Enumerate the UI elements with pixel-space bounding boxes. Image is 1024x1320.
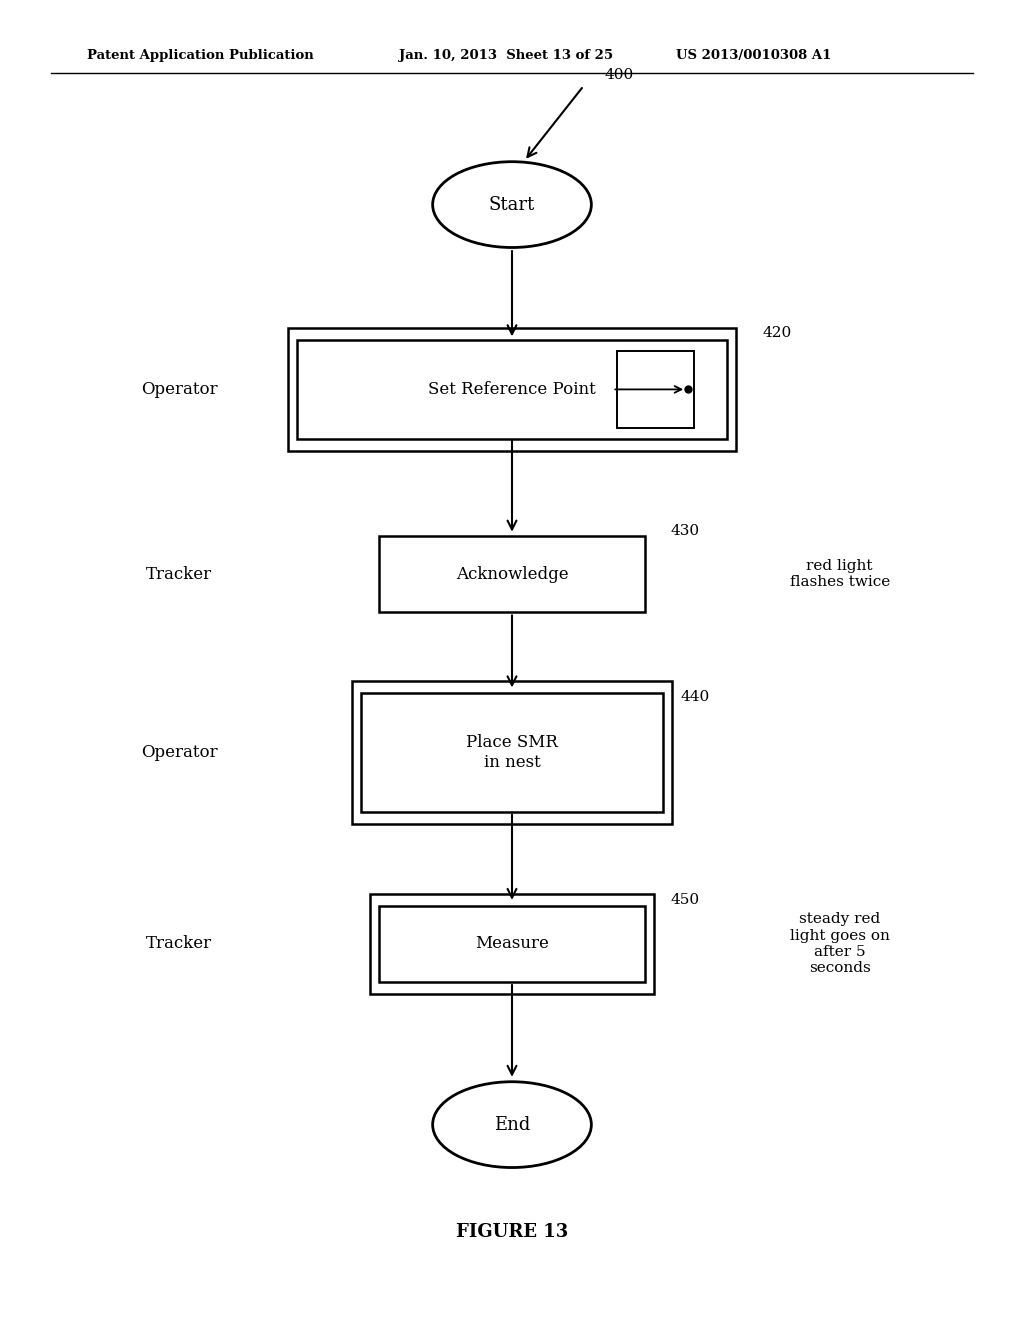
Text: 430: 430 [671,524,699,537]
Bar [379,906,645,982]
Text: Acknowledge: Acknowledge [456,566,568,582]
Text: US 2013/0010308 A1: US 2013/0010308 A1 [676,49,831,62]
Text: Measure: Measure [475,936,549,952]
Text: 440: 440 [681,690,711,704]
Bar [288,329,736,451]
Bar [370,894,654,994]
Text: 400: 400 [604,67,634,82]
Text: Tracker: Tracker [146,566,212,582]
Text: 420: 420 [763,326,793,339]
Text: Jan. 10, 2013  Sheet 13 of 25: Jan. 10, 2013 Sheet 13 of 25 [399,49,613,62]
Bar [352,681,673,824]
Text: FIGURE 13: FIGURE 13 [456,1222,568,1241]
Text: Set Reference Point: Set Reference Point [428,381,596,397]
Bar [297,341,727,438]
Text: Tracker: Tracker [146,936,212,952]
Bar [379,536,645,612]
Text: Patent Application Publication: Patent Application Publication [87,49,313,62]
Text: steady red
light goes on
after 5
seconds: steady red light goes on after 5 seconds [790,912,890,975]
Text: Operator: Operator [141,744,217,760]
Text: Start: Start [488,195,536,214]
Bar [616,351,694,428]
Text: Operator: Operator [141,381,217,397]
Text: Place SMR
in nest: Place SMR in nest [466,734,558,771]
Bar [361,693,664,812]
Text: 450: 450 [671,894,699,907]
Text: End: End [494,1115,530,1134]
Text: red light
flashes twice: red light flashes twice [790,560,890,589]
